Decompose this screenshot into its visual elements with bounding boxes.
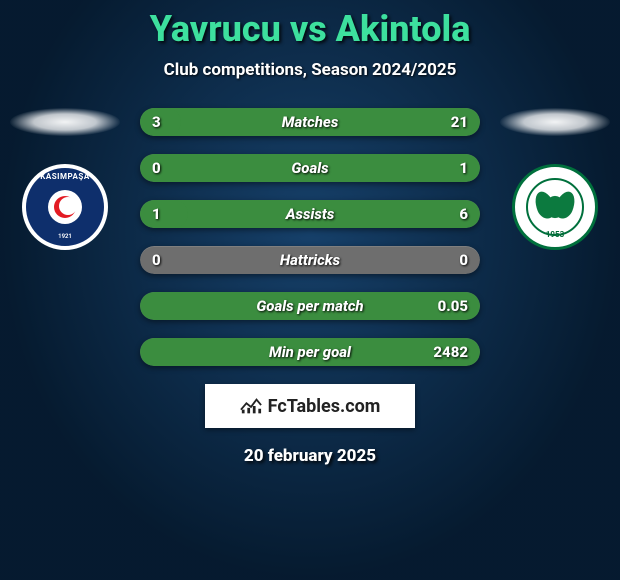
stat-right-value: 0.05 (432, 297, 468, 315)
stat-label: Assists (140, 205, 480, 223)
stat-right-value: 21 (432, 113, 468, 131)
stat-row: Goals per match0.05 (140, 292, 480, 320)
date-label: 20 february 2025 (244, 446, 376, 466)
stat-row: 1Assists6 (140, 200, 480, 228)
stat-right-value: 6 (432, 205, 468, 223)
stat-label: Goals (140, 159, 480, 177)
stat-label: Hattricks (140, 251, 480, 269)
stat-row: 3Matches21 (140, 108, 480, 136)
stat-right-value: 0 (432, 251, 468, 269)
stats-column: 3Matches210Goals11Assists60Hattricks0Goa… (140, 108, 480, 366)
stat-right-value: 2482 (432, 343, 468, 361)
stat-label: Matches (140, 113, 480, 131)
player-silhouette-right (500, 108, 610, 136)
team-left-badge-name: KASIMPAŞA (26, 172, 104, 181)
team-left-badge: KASIMPAŞA 1921 (17, 164, 113, 250)
stat-row: 0Goals1 (140, 154, 480, 182)
tea-leaf-icon (538, 187, 572, 227)
subtitle: Club competitions, Season 2024/2025 (164, 60, 457, 80)
brand-box[interactable]: FcTables.com (205, 384, 415, 428)
team-left-badge-circle: KASIMPAŞA 1921 (22, 164, 108, 250)
team-right-column: 1953 (500, 108, 610, 250)
team-left-column: KASIMPAŞA 1921 (10, 108, 120, 250)
player-silhouette-left (10, 108, 120, 136)
stat-right-value: 1 (432, 159, 468, 177)
stat-label: Min per goal (140, 343, 480, 361)
stat-row: 0Hattricks0 (140, 246, 480, 274)
stat-label: Goals per match (140, 297, 480, 315)
page-title: Yavrucu vs Akintola (150, 8, 471, 50)
brand-chart-icon (240, 397, 262, 415)
brand-label: FcTables.com (268, 396, 381, 417)
crescent-icon (48, 190, 82, 224)
team-right-badge-year: 1953 (515, 230, 595, 239)
team-right-badge-circle: 1953 (512, 164, 598, 250)
team-right-badge: 1953 (507, 164, 603, 250)
team-left-badge-year: 1921 (26, 233, 104, 240)
comparison-row: KASIMPAŞA 1921 3Matches210Goals11Assists… (0, 108, 620, 366)
stat-row: Min per goal2482 (140, 338, 480, 366)
